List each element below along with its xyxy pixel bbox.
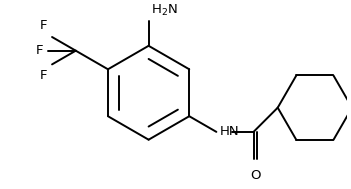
Text: F: F — [40, 69, 47, 82]
Text: F: F — [40, 19, 47, 32]
Text: O: O — [250, 169, 261, 182]
Text: HN: HN — [219, 125, 239, 138]
Text: F: F — [36, 44, 44, 57]
Text: H$_2$N: H$_2$N — [151, 3, 177, 18]
